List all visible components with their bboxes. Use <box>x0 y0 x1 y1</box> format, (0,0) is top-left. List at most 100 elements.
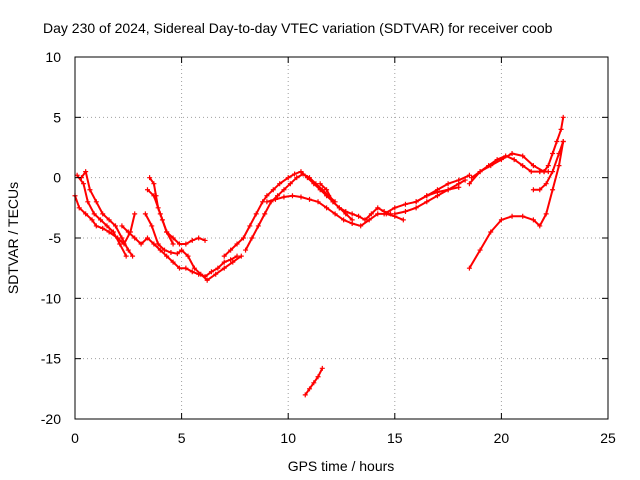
data-point <box>110 229 116 235</box>
data-point <box>89 217 95 223</box>
data-point <box>264 199 270 205</box>
data-point <box>462 177 468 183</box>
data-point <box>281 194 287 200</box>
data-point <box>176 265 182 271</box>
data-point <box>119 235 125 241</box>
data-point <box>392 205 398 211</box>
data-point <box>560 138 566 144</box>
x-tick-label: 10 <box>280 430 296 446</box>
data-point <box>445 181 451 187</box>
x-tick-labels: 0 5 10 15 20 25 <box>71 430 616 446</box>
data-point <box>87 187 93 193</box>
data-point <box>285 175 291 181</box>
data-point <box>243 247 249 253</box>
data-point <box>537 223 543 229</box>
data-point <box>106 229 112 235</box>
data-point <box>85 199 91 205</box>
data-point <box>238 253 244 259</box>
series-line <box>394 179 466 215</box>
data-point <box>157 247 163 253</box>
data-point <box>93 223 99 229</box>
data-point <box>162 247 168 253</box>
data-point <box>375 205 381 211</box>
data-point <box>477 247 483 253</box>
y-tick-label: -5 <box>49 230 62 246</box>
series-track-13 <box>392 177 468 217</box>
data-point <box>221 265 227 271</box>
data-point <box>366 217 372 223</box>
data-point <box>424 199 430 205</box>
data-point <box>215 265 221 271</box>
y-tick-label: -15 <box>41 351 61 367</box>
data-point <box>93 199 99 205</box>
data-point <box>234 253 240 259</box>
data-point <box>392 211 398 217</box>
data-point <box>221 253 227 259</box>
x-axis-label: GPS time / hours <box>288 458 395 474</box>
series-track-5 <box>142 211 244 283</box>
data-point <box>208 269 214 275</box>
data-point <box>262 211 268 217</box>
data-point <box>287 181 293 187</box>
y-tick-labels: 10 5 0 -5 -10 -15 -20 <box>41 49 61 427</box>
data-point <box>330 199 336 205</box>
data-point <box>413 199 419 205</box>
data-point <box>550 169 556 175</box>
x-tick-label: 5 <box>178 430 186 446</box>
series-track-16 <box>469 153 543 181</box>
data-point <box>234 241 240 247</box>
x-tick-label: 15 <box>387 430 403 446</box>
data-point <box>456 184 462 190</box>
y-axis-label: SDTVAR / TECUs <box>5 182 21 294</box>
data-point <box>445 187 451 193</box>
x-tick-label: 25 <box>600 430 616 446</box>
data-point <box>179 247 185 253</box>
series-track-7 <box>147 175 176 247</box>
data-point <box>170 259 176 265</box>
data-point <box>189 237 195 243</box>
data-point <box>537 169 543 175</box>
data-point <box>170 241 176 247</box>
data-point <box>324 205 330 211</box>
x-tick-label: 0 <box>71 430 79 446</box>
data-point <box>311 380 317 386</box>
data-point <box>307 386 313 392</box>
data-point <box>402 201 408 207</box>
data-point <box>341 217 347 223</box>
data-point <box>319 187 325 193</box>
data-point <box>100 211 106 217</box>
data-point <box>183 265 189 271</box>
data-point <box>509 213 515 219</box>
data-point <box>130 253 136 259</box>
data-point <box>402 208 408 214</box>
data-point <box>511 157 517 163</box>
data-point <box>98 217 104 223</box>
data-point <box>336 205 342 211</box>
data-point <box>168 249 174 255</box>
series-line <box>468 141 565 269</box>
series-track-17 <box>537 114 566 175</box>
data-point <box>554 138 560 144</box>
data-point <box>530 217 536 223</box>
data-point <box>164 229 170 235</box>
data-point <box>240 235 246 241</box>
plot-area <box>72 114 566 398</box>
data-point <box>202 237 208 243</box>
y-tick-label: -10 <box>41 290 61 306</box>
data-point <box>272 196 278 202</box>
data-point <box>302 392 308 398</box>
data-point <box>91 211 97 217</box>
data-point <box>375 211 381 217</box>
data-point <box>388 211 394 217</box>
data-point <box>498 217 504 223</box>
y-tick-label: 5 <box>53 109 61 125</box>
data-point <box>155 205 161 211</box>
series-track-2 <box>74 172 129 259</box>
data-point <box>307 175 313 181</box>
series-track-20 <box>302 365 325 398</box>
data-point <box>249 235 255 241</box>
data-point <box>100 225 106 231</box>
data-point <box>83 169 89 175</box>
chart-title: Day 230 of 2024, Sidereal Day-to-day VTE… <box>43 20 553 36</box>
